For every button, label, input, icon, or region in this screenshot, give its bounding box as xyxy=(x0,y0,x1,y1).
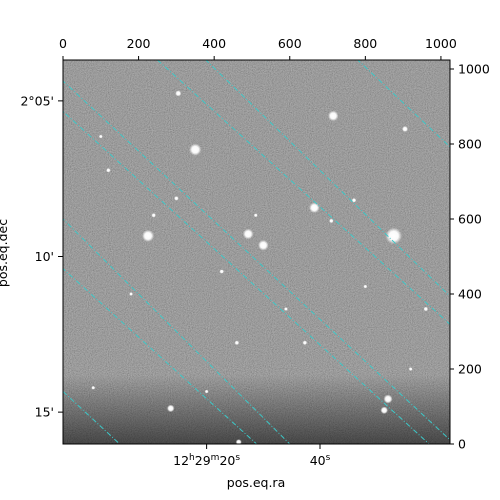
right-tick-label: 400 xyxy=(458,287,482,302)
x-axis-label: pos.eq.ra xyxy=(227,475,285,490)
top-tick-label: 1000 xyxy=(425,36,457,51)
star-21 xyxy=(204,389,209,394)
star-23 xyxy=(253,213,258,218)
star-12 xyxy=(151,212,156,218)
star-5 xyxy=(309,202,320,214)
dec-grid-line-0 xyxy=(63,80,450,441)
left-dec-axis: 2°05' 10' 15' xyxy=(20,93,63,420)
star-9 xyxy=(166,404,175,413)
ra-grid-line-0 xyxy=(63,110,430,444)
star-18 xyxy=(351,197,357,203)
star-22 xyxy=(235,439,242,444)
star-26 xyxy=(408,367,413,371)
ra-grid-line-1 xyxy=(157,60,450,325)
star-11 xyxy=(402,125,409,133)
plot-frame xyxy=(62,59,451,445)
right-pixel-axis: 0 200 400 600 800 1000 xyxy=(450,62,490,452)
dec-grid-line-1 xyxy=(205,60,450,297)
top-tick-label: 800 xyxy=(353,36,377,51)
right-tick-label: 600 xyxy=(458,212,482,227)
dec-grid-line-3 xyxy=(63,218,291,444)
dec-tick-label: 15' xyxy=(35,405,54,420)
dec-grid-line-2 xyxy=(357,60,450,148)
star-19 xyxy=(106,167,111,173)
star-6 xyxy=(327,110,339,122)
ra-grid-line-3 xyxy=(63,268,258,444)
ra-tick-label: 40s xyxy=(310,453,331,468)
right-tick-label: 0 xyxy=(458,437,466,452)
bottom-ra-axis: 12h29m20s 40s xyxy=(173,444,331,468)
coordinate-grid xyxy=(63,60,450,444)
star-8 xyxy=(380,406,389,415)
ra-grid-line-2 xyxy=(63,391,121,444)
dec-tick-label: 10' xyxy=(35,249,54,264)
top-tick-label: 600 xyxy=(278,36,302,51)
star-3 xyxy=(258,239,269,251)
right-tick-label: 1000 xyxy=(458,62,490,77)
star-16 xyxy=(302,340,308,346)
star-25 xyxy=(363,284,368,289)
top-tick-label: 0 xyxy=(59,36,67,51)
star-20 xyxy=(129,292,133,296)
star-17 xyxy=(329,218,334,224)
star-15 xyxy=(234,340,240,346)
right-tick-label: 200 xyxy=(458,362,482,377)
star-29 xyxy=(98,134,103,139)
y-axis-label: pos.eq.dec xyxy=(0,219,10,287)
star-27 xyxy=(423,306,429,312)
star-0 xyxy=(385,227,403,245)
star-24 xyxy=(284,307,288,311)
star-2 xyxy=(141,229,155,242)
star-28 xyxy=(91,385,96,390)
stars xyxy=(91,90,429,444)
star-1 xyxy=(189,143,202,156)
right-tick-label: 800 xyxy=(458,137,482,152)
top-tick-label: 200 xyxy=(127,36,151,51)
star-4 xyxy=(242,228,254,240)
star-14 xyxy=(219,269,224,274)
star-13 xyxy=(174,196,179,201)
top-tick-label: 400 xyxy=(202,36,226,51)
star-10 xyxy=(175,90,182,97)
star-7 xyxy=(383,394,393,404)
dec-tick-label: 2°05' xyxy=(20,93,54,108)
image-area xyxy=(63,60,450,444)
ra-tick-label: 12h29m20s xyxy=(173,453,240,468)
top-pixel-axis: 0 200 400 600 800 1000 xyxy=(59,36,457,60)
